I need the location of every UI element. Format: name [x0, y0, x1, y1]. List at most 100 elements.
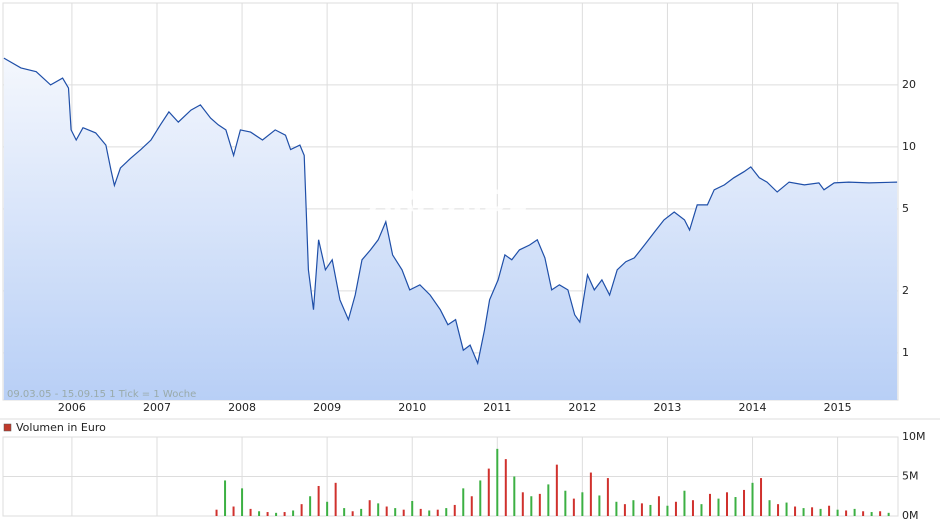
volume-bar	[513, 476, 516, 516]
legend-label: Volumen in Euro	[16, 421, 106, 434]
volume-bar	[725, 492, 728, 516]
volume-bar	[377, 503, 380, 516]
volume-bar	[743, 489, 746, 516]
volume-bar	[419, 508, 422, 516]
volume-bar	[887, 512, 890, 516]
volume-bar	[428, 510, 431, 516]
x-tick-label: 2015	[824, 401, 852, 414]
volume-bar	[351, 511, 354, 516]
volume-bar	[470, 496, 473, 516]
volume-bar	[334, 482, 337, 516]
volume-bar	[555, 464, 558, 516]
volume-bar	[292, 510, 295, 516]
volume-bar	[224, 480, 227, 516]
volume-bar	[708, 493, 711, 516]
volume-bar	[683, 490, 686, 516]
volume-bar	[836, 509, 839, 516]
volume-bar	[360, 508, 363, 516]
volume-bar	[640, 503, 643, 516]
volume-bar	[589, 472, 592, 516]
volume-bar	[521, 492, 524, 516]
volume-bar	[879, 511, 882, 516]
volume-bar	[232, 506, 235, 516]
volume-bar	[241, 488, 244, 516]
volume-bar	[487, 468, 490, 516]
volume-bar	[326, 501, 329, 516]
volume-bar	[598, 495, 601, 516]
volume-bar	[777, 504, 780, 516]
volume-bar	[402, 509, 405, 516]
volume-bar	[845, 510, 848, 516]
volume-bar	[700, 504, 703, 516]
volume-bar	[734, 497, 737, 516]
volume-bar	[249, 508, 252, 516]
volume-bar	[666, 505, 669, 516]
volume-bar	[785, 502, 788, 516]
volume-bar	[411, 500, 414, 516]
volume-bar	[462, 488, 465, 516]
volume-bar	[283, 512, 286, 516]
volume-bar	[623, 504, 626, 516]
y-tick-label: 1	[902, 346, 909, 359]
volume-bar	[862, 511, 865, 516]
x-tick-label: 2014	[739, 401, 767, 414]
volume-bar	[632, 500, 635, 516]
volume-bar	[811, 507, 814, 516]
volume-bar	[870, 512, 873, 516]
volume-bar	[794, 506, 797, 516]
volume-bar	[717, 498, 720, 516]
x-tick-label: 2013	[653, 401, 681, 414]
volume-bar	[572, 498, 575, 516]
volume-bar	[504, 459, 507, 516]
volume-bar	[343, 508, 346, 516]
x-tick-label: 2010	[398, 401, 426, 414]
volume-bar	[300, 504, 303, 516]
volume-bar	[445, 508, 448, 516]
volume-bar	[317, 485, 320, 516]
volume-bar	[530, 496, 533, 516]
volume-bar	[802, 508, 805, 516]
volume-bar	[215, 509, 218, 516]
volume-bar	[564, 490, 567, 516]
volume-bar	[649, 504, 652, 516]
volume-bar	[258, 511, 261, 516]
volume-bar	[768, 500, 771, 516]
volume-bar	[368, 500, 371, 516]
y-tick-label: 10M	[902, 430, 926, 443]
y-tick-label: 10	[902, 140, 916, 153]
y-tick-label: 5	[902, 202, 909, 215]
volume-bar	[615, 501, 618, 516]
price-line	[3, 57, 898, 366]
volume-bar	[751, 482, 754, 516]
legend-swatch	[3, 423, 12, 432]
x-tick-label: 2006	[58, 401, 86, 414]
volume-bar	[385, 506, 388, 516]
price-area	[3, 58, 898, 400]
volume-bar	[266, 512, 269, 516]
volume-bar	[760, 478, 763, 516]
volume-bar	[436, 509, 439, 516]
x-tick-label: 2012	[568, 401, 596, 414]
volume-bar	[309, 496, 312, 516]
volume-bar	[657, 496, 660, 516]
volume-bar	[828, 505, 831, 516]
volume-bar	[496, 448, 499, 516]
y-tick-label: 0M	[902, 509, 919, 522]
date-range-note: 09.03.05 - 15.09.15 1 Tick = 1 Woche	[7, 389, 196, 400]
volume-bar	[691, 500, 694, 516]
volume-bar	[606, 478, 609, 516]
volume-bar	[819, 508, 822, 516]
volume-bar	[479, 480, 482, 516]
volume-bar	[275, 512, 278, 516]
watermark: ARIVA.DE	[368, 185, 530, 220]
volume-bar	[581, 492, 584, 516]
x-tick-label: 2011	[483, 401, 511, 414]
x-tick-label: 2007	[143, 401, 171, 414]
volume-bar	[453, 504, 456, 516]
y-tick-label: 5M	[902, 470, 919, 483]
volume-bar	[538, 493, 541, 516]
y-tick-label: 20	[902, 78, 916, 91]
x-tick-label: 2009	[313, 401, 341, 414]
